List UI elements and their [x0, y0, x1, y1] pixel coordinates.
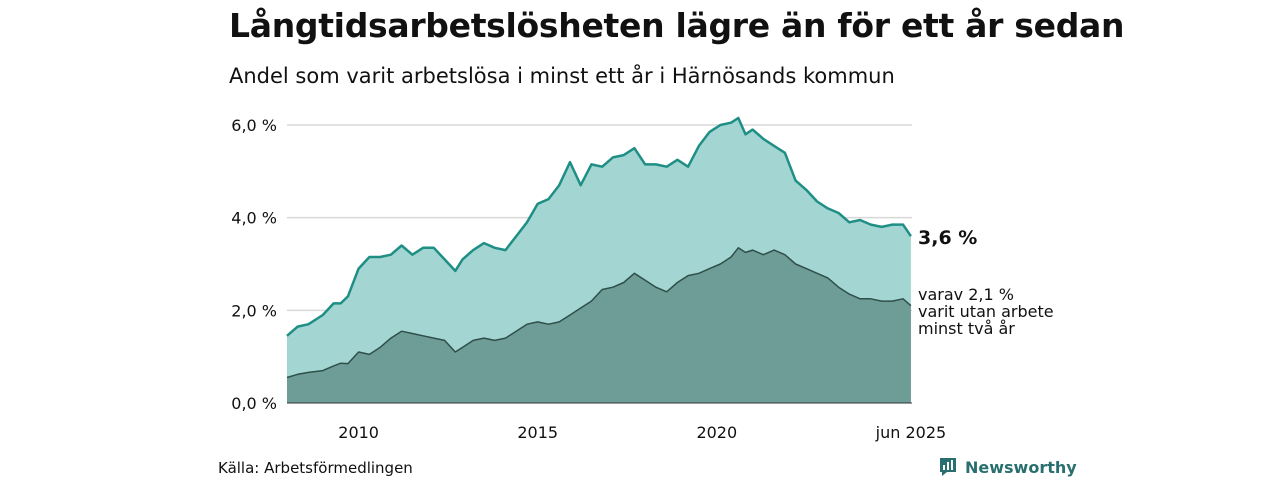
line-sub [286, 247, 912, 379]
area-sub [287, 247, 911, 403]
chart-areas [286, 116, 912, 403]
y-tick-label: 2,0 % [231, 301, 277, 320]
x-tick-label: 2010 [338, 423, 379, 442]
y-tick-label: 0,0 % [231, 394, 277, 413]
sub-end-label-line: varit utan arbete [918, 302, 1054, 321]
chart-subtitle: Andel som varit arbetslösa i minst ett å… [229, 64, 895, 88]
line-total [286, 116, 912, 337]
total-end-label: 3,6 % [918, 227, 977, 249]
sub-end-label-line: minst två år [918, 319, 1015, 338]
chart-title: Långtidsarbetslösheten lägre än för ett … [229, 6, 1125, 45]
x-tick-label: jun 2025 [875, 423, 947, 442]
y-tick-label: 6,0 % [231, 116, 277, 135]
chart-axes: 0,0 % 2,0 % 4,0 % 6,0 % 2010 2015 2020 jun 2025 [231, 116, 946, 442]
source-note: Källa: Arbetsförmedlingen [218, 459, 413, 477]
brand-logo: Newsworthy [938, 456, 1077, 478]
x-tick-label: 2015 [517, 423, 558, 442]
y-tick-label: 4,0 % [231, 209, 277, 228]
newsworthy-icon [940, 458, 956, 476]
sub-end-label-line: varav 2,1 % [918, 285, 1014, 304]
brand-name: Newsworthy [965, 457, 1077, 477]
x-tick-label: 2020 [696, 423, 737, 442]
